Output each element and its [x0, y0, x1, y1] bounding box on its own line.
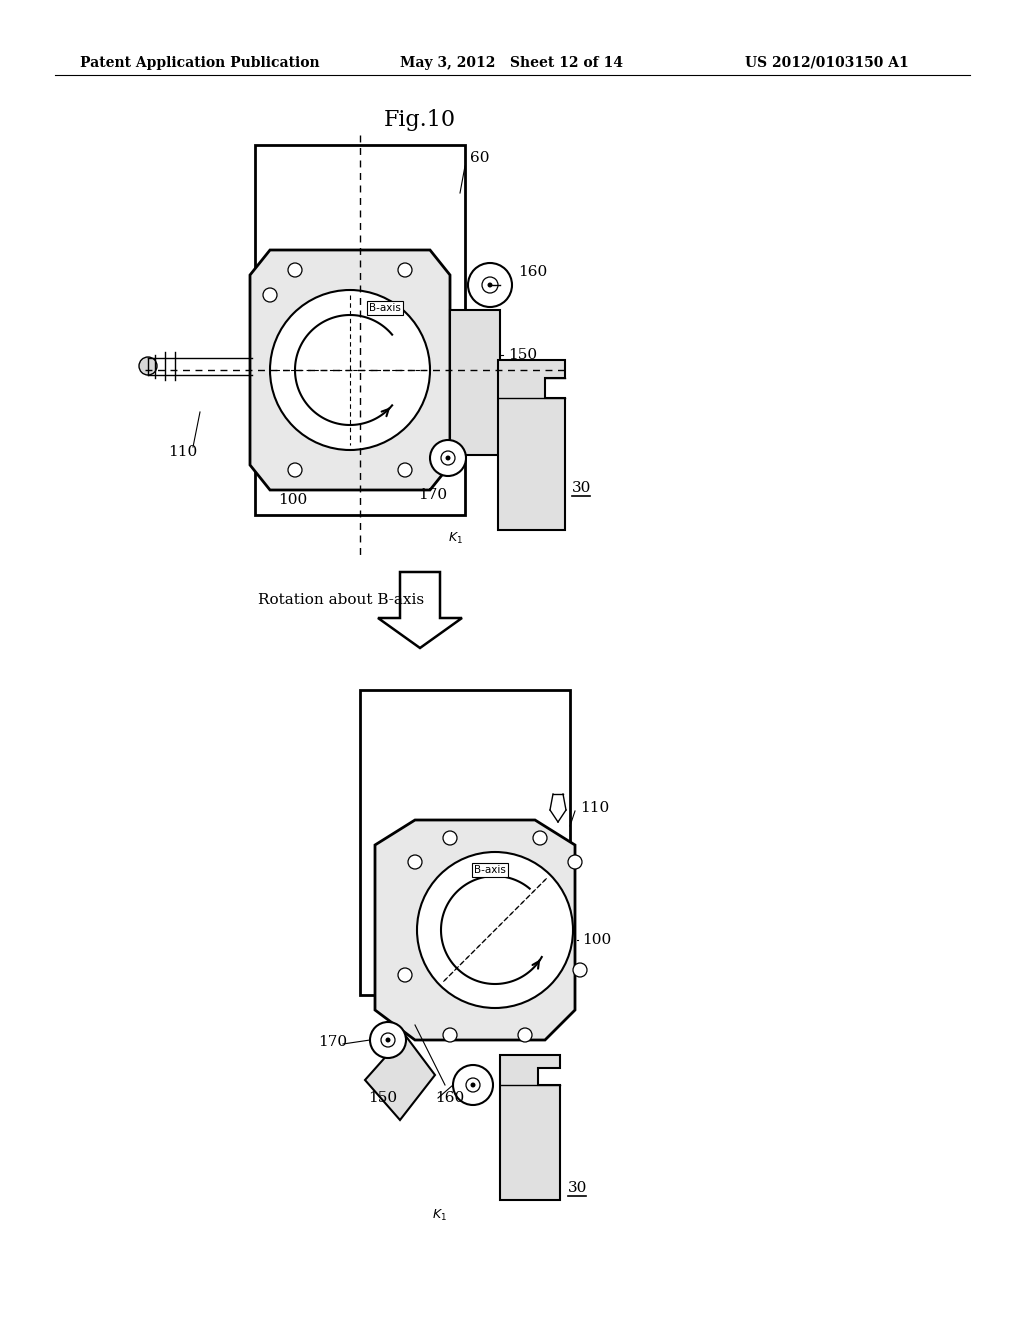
Text: Fig.10: Fig.10: [384, 110, 456, 131]
Circle shape: [398, 968, 412, 982]
Circle shape: [568, 855, 582, 869]
Polygon shape: [365, 1035, 435, 1119]
Text: 170: 170: [318, 1035, 347, 1049]
Circle shape: [370, 1022, 406, 1059]
Text: B-axis: B-axis: [474, 865, 506, 875]
Circle shape: [468, 263, 512, 308]
Circle shape: [270, 290, 430, 450]
Circle shape: [408, 855, 422, 869]
Polygon shape: [500, 1055, 560, 1200]
Circle shape: [263, 288, 278, 302]
Text: 30: 30: [568, 1181, 588, 1195]
Circle shape: [573, 964, 587, 977]
Circle shape: [443, 832, 457, 845]
Circle shape: [487, 282, 493, 288]
Text: 110: 110: [168, 445, 198, 459]
Circle shape: [398, 263, 412, 277]
Circle shape: [417, 851, 573, 1008]
Text: 160: 160: [435, 1092, 464, 1105]
Polygon shape: [498, 360, 565, 531]
Text: Rotation about B-axis: Rotation about B-axis: [258, 593, 424, 607]
Text: 110: 110: [580, 801, 609, 814]
Text: 150: 150: [508, 348, 538, 362]
Circle shape: [398, 463, 412, 477]
Text: 160: 160: [518, 265, 547, 279]
Circle shape: [139, 356, 157, 375]
Circle shape: [518, 1028, 532, 1041]
Circle shape: [288, 463, 302, 477]
Circle shape: [445, 455, 451, 461]
Text: B-axis: B-axis: [369, 304, 401, 313]
Polygon shape: [450, 310, 500, 455]
Circle shape: [534, 832, 547, 845]
Text: 100: 100: [582, 933, 611, 946]
Text: May 3, 2012   Sheet 12 of 14: May 3, 2012 Sheet 12 of 14: [400, 55, 623, 70]
Text: $K_1$: $K_1$: [449, 531, 463, 545]
Circle shape: [453, 1065, 493, 1105]
Circle shape: [288, 263, 302, 277]
Circle shape: [443, 1028, 457, 1041]
Circle shape: [385, 1038, 390, 1043]
Text: US 2012/0103150 A1: US 2012/0103150 A1: [745, 55, 908, 70]
Text: $K_1$: $K_1$: [432, 1208, 446, 1222]
Circle shape: [430, 440, 466, 477]
Text: 170: 170: [418, 488, 447, 502]
Text: 150: 150: [368, 1092, 397, 1105]
Text: 100: 100: [278, 492, 307, 507]
Text: Patent Application Publication: Patent Application Publication: [80, 55, 319, 70]
Circle shape: [470, 1082, 475, 1088]
Polygon shape: [250, 249, 450, 490]
Polygon shape: [375, 820, 575, 1040]
Text: 30: 30: [572, 480, 592, 495]
Text: 60: 60: [470, 150, 489, 165]
Polygon shape: [378, 572, 462, 648]
